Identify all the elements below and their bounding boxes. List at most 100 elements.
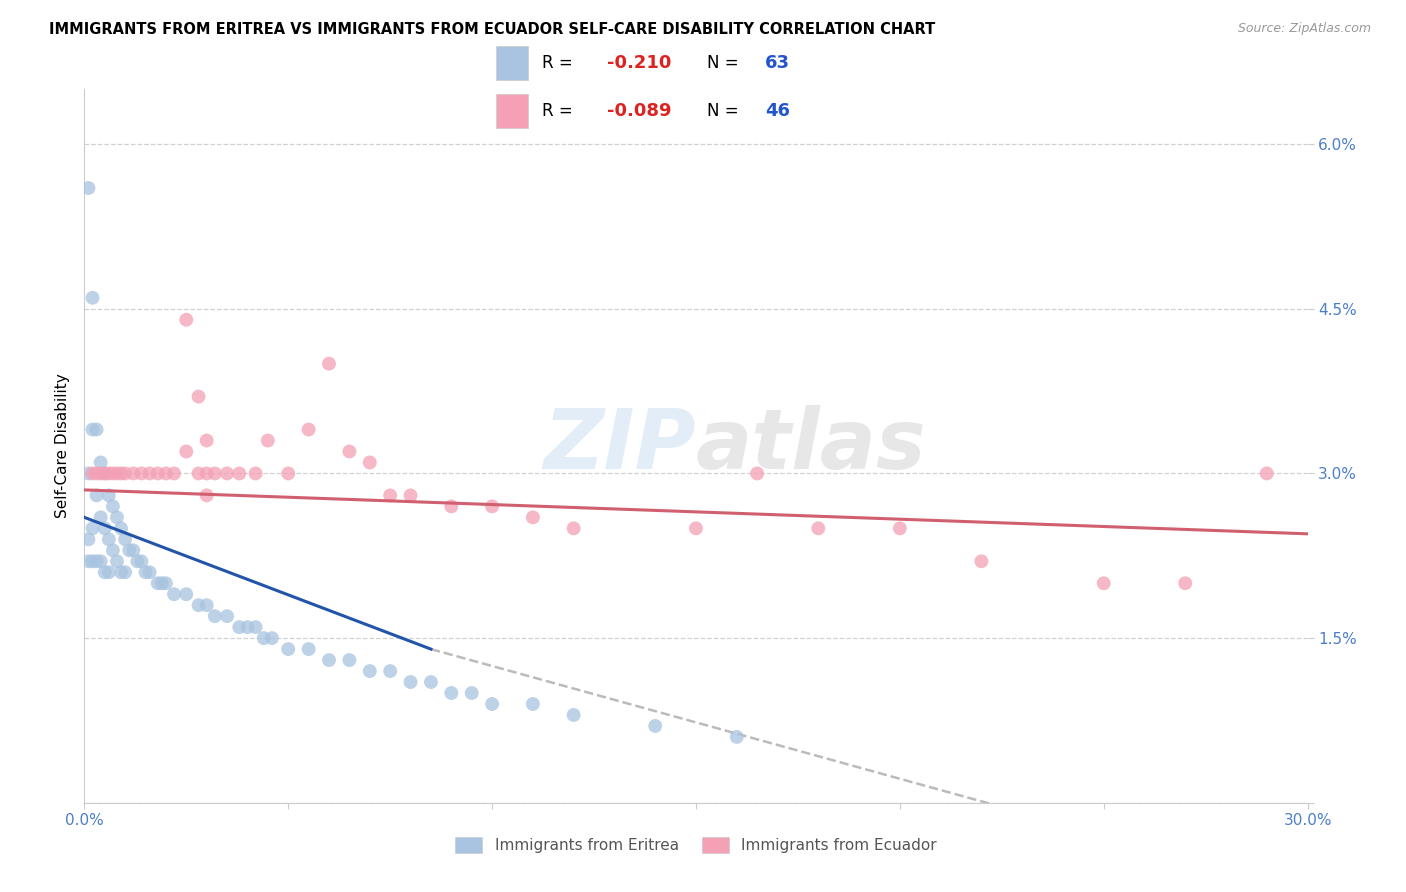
Point — [562, 521, 585, 535]
Point — [461, 686, 484, 700]
Point — [298, 423, 321, 437]
Point — [1256, 467, 1278, 481]
Text: 46: 46 — [765, 102, 790, 120]
Point — [155, 467, 177, 481]
Point — [150, 576, 173, 591]
Point — [187, 598, 209, 612]
Point — [146, 467, 169, 481]
Point — [90, 455, 112, 469]
Point — [93, 467, 115, 481]
Point — [440, 686, 463, 700]
Point — [101, 543, 124, 558]
Point — [260, 631, 283, 645]
Point — [90, 467, 112, 481]
Point — [101, 500, 124, 514]
Point — [359, 664, 381, 678]
Point — [195, 467, 218, 481]
Point — [97, 488, 120, 502]
Point — [481, 697, 503, 711]
Point — [86, 554, 108, 568]
Point — [399, 488, 422, 502]
Point — [807, 521, 830, 535]
Point — [138, 566, 160, 580]
Point — [970, 554, 993, 568]
Text: -0.089: -0.089 — [607, 102, 672, 120]
Point — [82, 291, 104, 305]
Y-axis label: Self-Care Disability: Self-Care Disability — [55, 374, 70, 518]
Point — [204, 467, 226, 481]
Point — [97, 467, 120, 481]
Point — [118, 543, 141, 558]
Point — [318, 357, 340, 371]
Text: Source: ZipAtlas.com: Source: ZipAtlas.com — [1237, 22, 1371, 36]
Point — [101, 467, 124, 481]
Point — [110, 467, 132, 481]
Point — [114, 533, 136, 547]
Point — [747, 467, 769, 481]
Point — [82, 467, 104, 481]
Point — [1092, 576, 1115, 591]
Text: R =: R = — [543, 102, 578, 120]
Point — [236, 620, 259, 634]
Point — [174, 312, 197, 326]
Text: ZIP: ZIP — [543, 406, 696, 486]
Point — [77, 181, 100, 195]
Text: R =: R = — [543, 54, 578, 72]
Point — [174, 587, 197, 601]
Point — [174, 444, 197, 458]
Point — [163, 467, 186, 481]
Text: -0.210: -0.210 — [607, 54, 671, 72]
Text: N =: N = — [707, 102, 744, 120]
Point — [257, 434, 280, 448]
Point — [93, 566, 115, 580]
Text: IMMIGRANTS FROM ERITREA VS IMMIGRANTS FROM ECUADOR SELF-CARE DISABILITY CORRELAT: IMMIGRANTS FROM ERITREA VS IMMIGRANTS FR… — [49, 22, 935, 37]
Point — [889, 521, 911, 535]
Point — [82, 423, 104, 437]
Point — [131, 467, 153, 481]
Point — [155, 576, 177, 591]
Point — [399, 675, 422, 690]
Point — [93, 521, 115, 535]
Point — [77, 467, 100, 481]
Point — [131, 554, 153, 568]
Point — [725, 730, 748, 744]
Point — [82, 521, 104, 535]
Point — [277, 642, 299, 657]
Point — [93, 467, 115, 481]
Point — [86, 467, 108, 481]
Point — [440, 500, 463, 514]
Point — [114, 467, 136, 481]
Point — [277, 467, 299, 481]
Point — [253, 631, 276, 645]
Point — [90, 554, 112, 568]
Point — [122, 543, 145, 558]
Point — [195, 488, 218, 502]
Point — [685, 521, 707, 535]
Point — [359, 455, 381, 469]
Point — [228, 467, 250, 481]
Point — [228, 620, 250, 634]
Point — [481, 500, 503, 514]
FancyBboxPatch shape — [496, 46, 529, 79]
Point — [97, 533, 120, 547]
Point — [195, 598, 218, 612]
FancyBboxPatch shape — [496, 95, 529, 128]
Point — [187, 467, 209, 481]
Text: atlas: atlas — [696, 406, 927, 486]
Point — [114, 566, 136, 580]
Point — [522, 510, 544, 524]
Text: 63: 63 — [765, 54, 790, 72]
Point — [339, 653, 361, 667]
Point — [522, 697, 544, 711]
Point — [77, 533, 100, 547]
Point — [86, 423, 108, 437]
Point — [187, 390, 209, 404]
Point — [82, 554, 104, 568]
Point — [146, 576, 169, 591]
Point — [135, 566, 157, 580]
Point — [86, 488, 108, 502]
Legend: Immigrants from Eritrea, Immigrants from Ecuador: Immigrants from Eritrea, Immigrants from… — [449, 831, 943, 859]
Point — [195, 434, 218, 448]
Point — [217, 467, 239, 481]
Point — [122, 467, 145, 481]
